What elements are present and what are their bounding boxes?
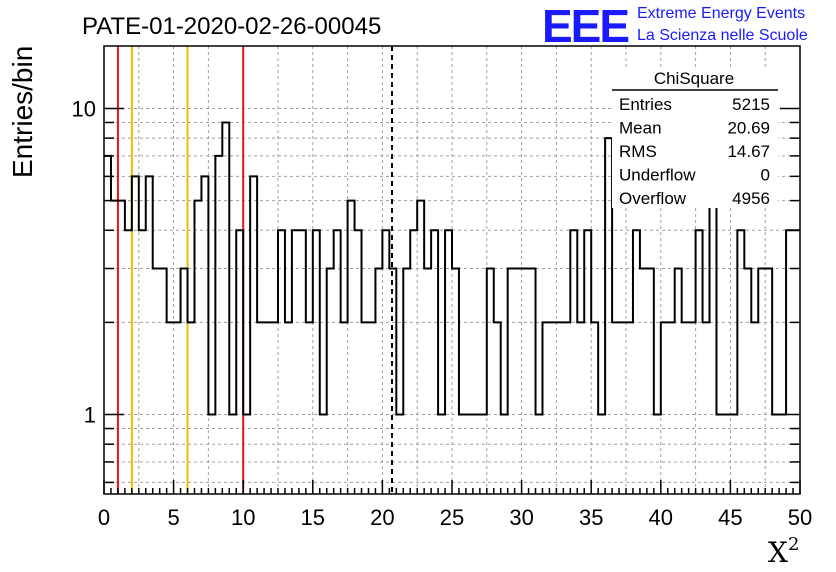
stats-value: 0 (761, 166, 770, 185)
x-tick-label: 5 (167, 505, 179, 530)
axis-ticks (103, 107, 801, 494)
stats-label: Entries (619, 95, 672, 114)
stats-title: ChiSquare (654, 69, 734, 88)
stats-value: 20.69 (727, 119, 770, 138)
stats-box-bg (612, 68, 778, 208)
y-tick-label: 10 (72, 96, 96, 121)
stats-label: Underflow (619, 166, 696, 185)
x-tick-label: 40 (649, 505, 673, 530)
x-tick-label: 45 (718, 505, 742, 530)
stats-label: Mean (619, 119, 662, 138)
x-tick-label: 30 (509, 505, 533, 530)
chart-title: PATE-01-2020-02-26-00045 (82, 13, 381, 40)
brand-line-1: Extreme Energy Events (637, 5, 805, 22)
x-tick-label: 10 (231, 505, 255, 530)
x-tick-label: 25 (440, 505, 464, 530)
stats-label: Overflow (619, 189, 687, 208)
y-tick-label: 1 (84, 403, 96, 428)
x-tick-label: 0 (98, 505, 110, 530)
stats-value: 5215 (732, 95, 770, 114)
stats-value: 4956 (732, 189, 770, 208)
stats-value: 14.67 (727, 142, 770, 161)
reference-lines (116, 46, 394, 494)
y-tick-labels: 1 10 (72, 96, 96, 427)
eee-logo: EEE (542, 0, 628, 52)
x-tick-labels: 0 5 10 15 20 25 30 35 40 45 50 (98, 505, 812, 530)
histogram-line (104, 121, 800, 416)
x-tick-label: 20 (370, 505, 394, 530)
x-tick-label: 35 (579, 505, 603, 530)
x-axis-title: X2 (768, 534, 799, 569)
stats-box: ChiSquare Entries 5215 Mean 20.69 RMS 14.67 Un… (612, 68, 778, 208)
x-tick-label: 50 (788, 505, 812, 530)
stats-rows: Entries 5215 Mean 20.69 RMS 14.67 Underflow 0 Ov… (619, 95, 770, 208)
stats-label: RMS (619, 142, 657, 161)
y-axis-title: Entries/bin (7, 46, 38, 178)
brand-line-2: La Scienza nelle Scuole (637, 27, 808, 44)
x-tick-label: 15 (301, 505, 325, 530)
